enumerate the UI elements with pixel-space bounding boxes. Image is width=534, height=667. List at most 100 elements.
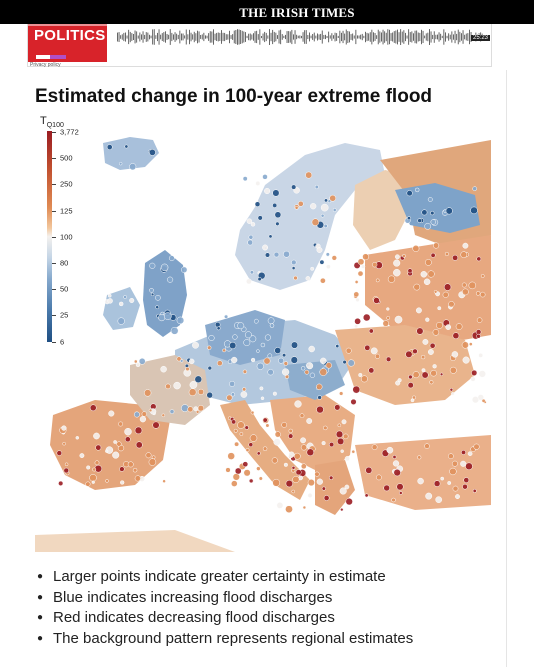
waveform-bar (181, 33, 182, 41)
gauge-point (160, 263, 169, 272)
gauge-point (291, 465, 296, 470)
waveform-bar (352, 33, 354, 41)
waveform-bar (299, 35, 301, 39)
gauge-point (386, 316, 391, 320)
gauge-point (476, 256, 482, 262)
gauge-point (124, 144, 129, 149)
waveform-bar (281, 34, 283, 40)
waveform-bar (419, 32, 421, 42)
waveform-bar (275, 32, 277, 42)
gauge-point (118, 421, 124, 427)
gauge-point (227, 452, 235, 460)
figure-heading: Estimated change in 100-year extreme flo… (35, 86, 433, 107)
gauge-point (443, 283, 452, 291)
waveform-bar (310, 35, 312, 39)
gauge-point (292, 475, 300, 484)
waveform-bar (155, 35, 157, 39)
gauge-point (155, 294, 161, 301)
legend-tick-label: 25 (60, 310, 69, 320)
legend-tick-mark (52, 236, 56, 238)
gauge-point (170, 326, 179, 335)
gauge-point (117, 317, 125, 325)
waveform-bar (249, 33, 251, 41)
waveform-bar (381, 32, 382, 42)
waveform-bar (454, 30, 456, 44)
gauge-point (234, 467, 242, 475)
gauge-point (124, 427, 132, 436)
region-ukraine (335, 325, 475, 405)
gauge-point (455, 323, 463, 330)
waveform-bar (192, 34, 194, 40)
gauge-point (368, 328, 374, 334)
gauge-point (306, 418, 313, 424)
gauge-point (427, 270, 435, 278)
legend-tick-label: 125 (60, 206, 73, 216)
gauge-point (245, 448, 250, 452)
waveform-bar (302, 32, 304, 42)
bullet-blue: Blue indicates increasing flood discharg… (37, 588, 502, 609)
gauge-point (85, 481, 91, 487)
waveform-bar (128, 29, 130, 45)
site-logo[interactable]: THE IRISH TIMES (239, 5, 355, 20)
gauge-point (392, 460, 400, 467)
gauge-point (327, 199, 332, 203)
gauge-point (432, 364, 437, 369)
waveform-bar (171, 32, 173, 42)
gauge-point (283, 361, 289, 366)
gauge-point (468, 281, 477, 290)
gauge-point (470, 376, 476, 382)
gauge-point (267, 353, 273, 359)
gauge-point (368, 367, 375, 374)
gauge-point (274, 431, 281, 438)
gauge-point (257, 277, 262, 282)
gauge-point (462, 288, 469, 296)
gauge-point (263, 357, 271, 365)
gauge-point (112, 451, 120, 459)
gauge-point (272, 478, 281, 487)
gauge-point (105, 449, 109, 453)
gauge-point (329, 194, 337, 202)
waveform-bar (246, 35, 248, 39)
gauge-point (371, 444, 378, 451)
waveform-bar (145, 32, 147, 42)
gauge-point (282, 353, 287, 358)
gauge-point (230, 392, 235, 397)
waveform-bar (406, 35, 408, 39)
waveform-bar (120, 35, 122, 39)
gauge-point (307, 479, 315, 487)
gauge-point (187, 406, 194, 413)
gauge-point (135, 362, 141, 368)
gauge-point (442, 291, 449, 298)
gauge-point (342, 433, 349, 440)
gauge-point (320, 277, 326, 284)
gauge-point (89, 404, 97, 412)
legend-tick-mark (52, 263, 56, 264)
gauge-point (180, 359, 184, 363)
gauge-point (148, 458, 157, 466)
waveform-bar (225, 34, 227, 40)
audio-waveform[interactable] (117, 28, 485, 46)
gauge-point (283, 250, 290, 258)
waveform-bar (328, 31, 330, 43)
waveform-bar (453, 34, 454, 40)
privacy-link[interactable]: Privacy policy (30, 62, 61, 68)
gauge-point (243, 339, 251, 347)
waveform-bar (206, 35, 208, 39)
gauge-point (344, 484, 350, 490)
gauge-point (323, 495, 330, 501)
column-divider (506, 70, 507, 667)
waveform-bar (437, 34, 438, 40)
gauge-point (412, 371, 420, 379)
gauge-point (258, 476, 263, 481)
gauge-point (256, 349, 260, 353)
waveform-bar (325, 34, 326, 40)
gauge-point (332, 208, 337, 212)
waveform-bar (160, 34, 162, 40)
gauge-point (316, 405, 324, 414)
gauge-point (354, 280, 359, 284)
gauge-point (345, 347, 352, 354)
gauge-point (350, 398, 357, 405)
waveform-bar (331, 33, 333, 41)
podcast-artwork[interactable]: POLITICS (28, 24, 107, 62)
waveform-bar (169, 29, 171, 45)
